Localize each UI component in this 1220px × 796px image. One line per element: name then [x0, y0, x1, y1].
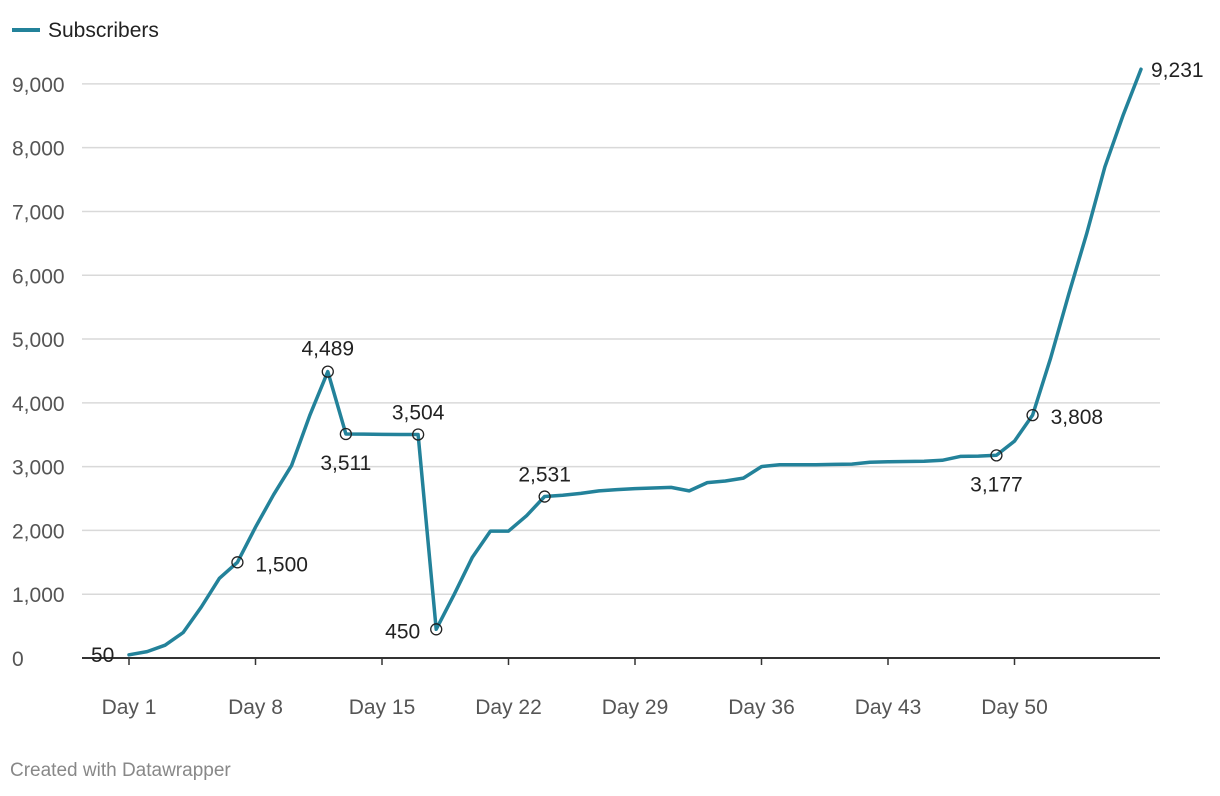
data-label: 1,500	[255, 553, 308, 576]
series-line-subscribers	[127, 67, 1143, 657]
data-point-marker	[538, 490, 551, 503]
data-point-marker	[339, 427, 353, 441]
data-label: 3,511	[320, 452, 371, 475]
data-label: 50	[91, 644, 114, 667]
data-point-marker	[231, 556, 244, 569]
data-point-marker	[430, 623, 443, 636]
data-label: 450	[385, 620, 420, 643]
y-tick-label: 9,000	[12, 74, 65, 97]
y-tick-label: 7,000	[12, 201, 65, 224]
y-tick-label: 5,000	[12, 329, 65, 352]
y-tick-label: 1,000	[12, 584, 65, 607]
y-tick-label: 6,000	[12, 265, 65, 288]
data-point-marker	[990, 449, 1003, 462]
y-tick-label: 8,000	[12, 138, 65, 161]
x-tick-label: Day 1	[102, 696, 157, 719]
x-tick-label: Day 36	[728, 696, 795, 719]
data-point-marker	[1026, 408, 1039, 422]
data-annotations: 50 1,500 4,489 3,511 3,504 450 2,531 3,177 3,808…	[91, 59, 1204, 667]
y-gridlines	[82, 83, 1160, 595]
credit-footer: Created with Datawrapper	[10, 760, 231, 781]
y-tick-label: 4,000	[12, 393, 65, 416]
y-tick-label: 3,000	[12, 457, 65, 480]
x-tick-label: Day 22	[475, 696, 542, 719]
data-label: 9,231	[1151, 59, 1204, 82]
y-tick-label: 0	[12, 648, 24, 671]
data-label: 2,531	[518, 464, 571, 487]
y-tick-label: 2,000	[12, 520, 65, 543]
x-tick-label: Day 43	[855, 696, 922, 719]
legend-label-subscribers: Subscribers	[48, 19, 159, 42]
data-point-marker	[411, 428, 425, 441]
x-tick-label: Day 29	[602, 696, 669, 719]
x-axis: Day 1 Day 8 Day 15 Day 22 Day 29 Day 36 Day 43…	[82, 657, 1160, 719]
data-point-marker	[321, 365, 334, 378]
chart-legend: Subscribers	[12, 19, 159, 42]
x-tick-label: Day 8	[228, 696, 283, 719]
x-tick-label: Day 50	[981, 696, 1048, 719]
x-tick-label: Day 15	[349, 696, 416, 719]
data-label: 4,489	[302, 338, 355, 361]
data-label: 3,504	[392, 401, 445, 424]
y-axis-tick-labels: 0 1,000 2,000 3,000 4,000 5,000 6,000 7,000 8,00…	[12, 74, 65, 671]
data-label: 3,808	[1051, 406, 1104, 429]
series-subscribers	[127, 67, 1143, 657]
data-label: 3,177	[970, 473, 1023, 496]
